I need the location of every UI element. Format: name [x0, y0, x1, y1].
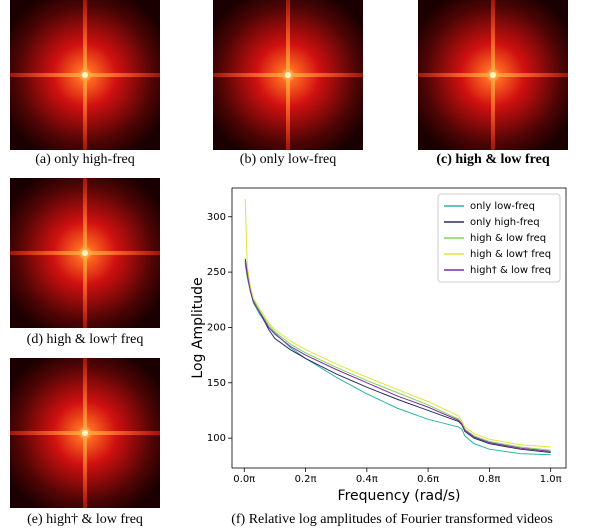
spectrum-image	[213, 0, 363, 150]
legend-label: high† & low freq	[470, 265, 551, 276]
center-dot	[82, 250, 88, 256]
caption: (e) high† & low freq	[27, 512, 143, 527]
x-tick-label: 0.8π	[478, 474, 500, 485]
y-axis-label: Log Amplitude	[190, 277, 206, 378]
series-line	[244, 258, 551, 454]
legend-label: high & low† freq	[470, 249, 551, 260]
x-axis-label: Frequency (rad/s)	[338, 488, 461, 504]
series-line	[244, 199, 551, 448]
legend-label: only high-freq	[470, 217, 540, 228]
spectrum-image	[418, 0, 568, 150]
y-tick-label: 250	[207, 267, 226, 278]
center-dot	[82, 72, 88, 78]
x-tick-label: 0.0π	[233, 474, 255, 485]
spectrum-image	[10, 178, 160, 328]
caption: (f) Relative log amplitudes of Fourier t…	[231, 512, 553, 527]
x-tick-label: 0.4π	[356, 474, 378, 485]
caption: (c) high & low freq	[436, 152, 549, 167]
series-line	[244, 263, 551, 456]
center-dot	[490, 72, 496, 78]
caption: (b) only low-freq	[240, 152, 336, 167]
center-dot	[285, 72, 291, 78]
y-tick-label: 300	[207, 212, 226, 223]
caption: (a) only high-freq	[35, 152, 135, 167]
center-dot	[82, 430, 88, 436]
legend-label: only low-freq	[470, 201, 535, 212]
y-tick-label: 100	[207, 433, 226, 444]
x-tick-label: 0.6π	[417, 474, 439, 485]
x-tick-label: 0.2π	[295, 474, 317, 485]
series-line	[244, 260, 551, 452]
spectrum-image	[10, 0, 160, 150]
x-tick-label: 1.0π	[540, 474, 562, 485]
caption: (d) high & low† freq	[27, 332, 144, 347]
spectrum-image	[10, 358, 160, 508]
plot-frame	[231, 187, 567, 469]
legend-label: high & low freq	[470, 233, 546, 244]
y-tick-label: 150	[207, 378, 226, 389]
legend-box	[437, 193, 561, 283]
y-tick-label: 200	[207, 322, 226, 333]
series-line	[244, 266, 551, 451]
